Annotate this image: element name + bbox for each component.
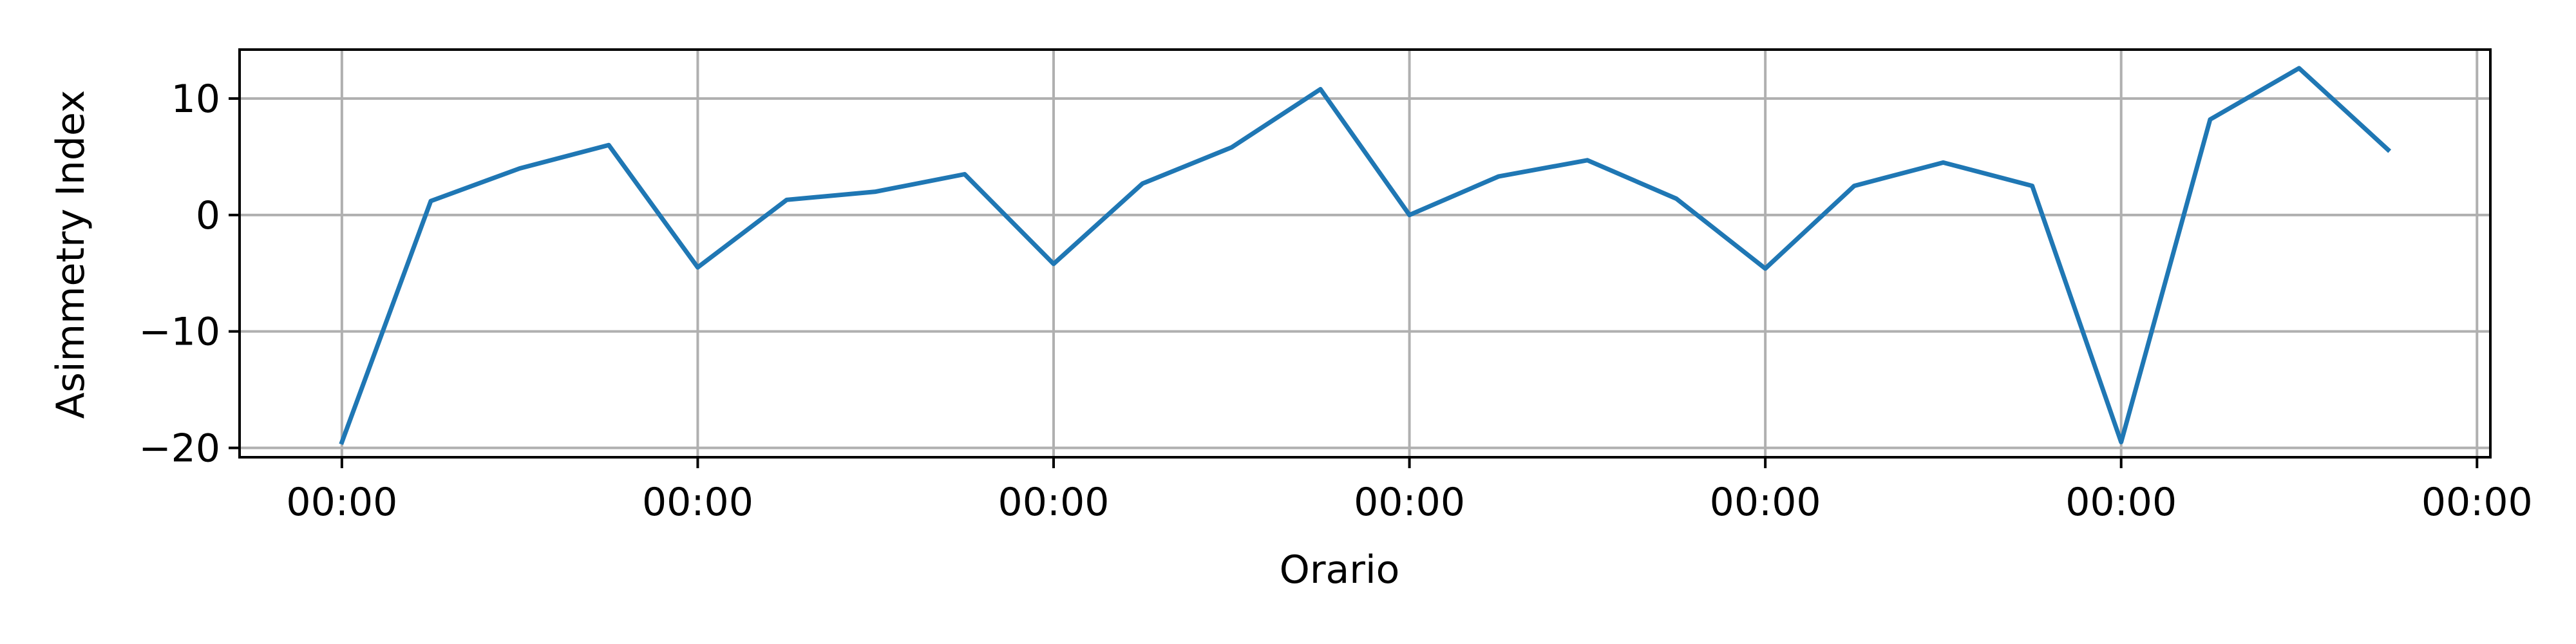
series-layer xyxy=(339,66,2392,445)
grid-layer xyxy=(240,50,2490,457)
x-tick-label: 00:00 xyxy=(2065,480,2177,525)
x-axis-label: Orario xyxy=(1280,547,1400,592)
plot-frame xyxy=(238,48,2492,459)
x-tick-label: 00:00 xyxy=(642,480,753,525)
x-tick-label: 00:00 xyxy=(998,480,1110,525)
y-tick-label: 0 xyxy=(196,193,220,238)
y-axis-label: Asimmetry Index xyxy=(48,90,93,419)
axes-layer xyxy=(238,48,2492,459)
x-tick-label: 00:00 xyxy=(1354,480,1465,525)
y-tick-label: 10 xyxy=(171,77,220,122)
ticks-layer: 00:00 00:00 00:00 00:00 00:00 00:00 00:00 −20 −1… xyxy=(138,77,2532,525)
series-line xyxy=(339,66,2392,445)
x-tick-label: 00:00 xyxy=(286,480,397,525)
x-tick-label: 00:00 xyxy=(2421,480,2533,525)
y-tick-label: −10 xyxy=(138,310,220,355)
x-tick-label: 00:00 xyxy=(1710,480,1821,525)
y-tick-label: −20 xyxy=(138,426,220,471)
